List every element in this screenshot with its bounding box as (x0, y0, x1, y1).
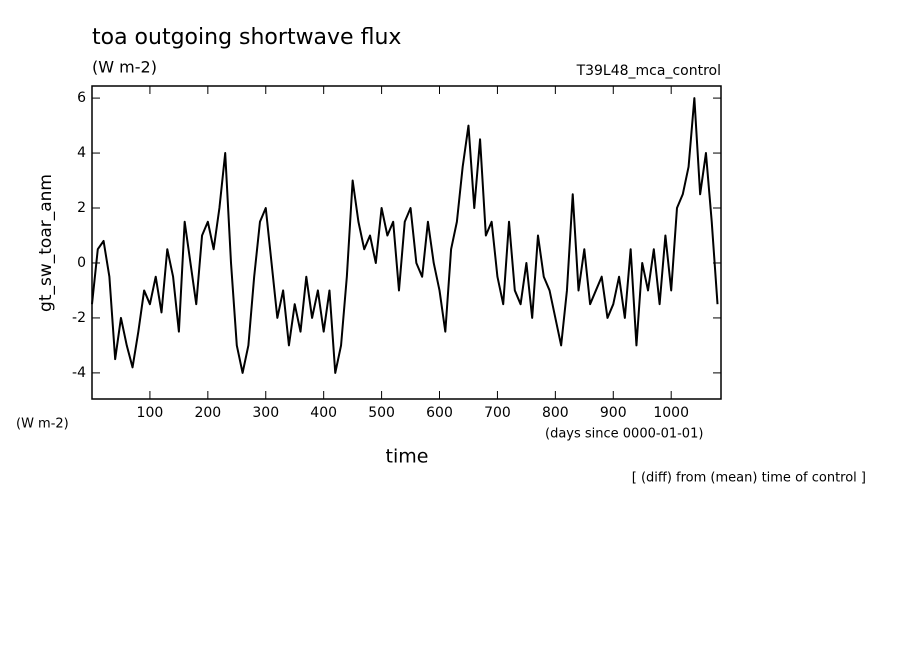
unit-label: (W m-2) (16, 417, 69, 432)
y-tick-label: 0 (77, 255, 86, 271)
x-tick-label: 100 (137, 405, 164, 421)
y-tick-label: 6 (77, 90, 86, 106)
x-axis-label: time (386, 446, 429, 468)
x-tick-label: 800 (542, 405, 569, 421)
data-line (91, 97, 719, 374)
unit-label: (W m-2) (92, 58, 157, 77)
y-tick-label: 2 (77, 200, 86, 216)
chart-title: toa outgoing shortwave flux (92, 25, 401, 50)
y-axis-label: gt_sw_toar_anm (36, 174, 56, 312)
x-tick-label: 900 (600, 405, 627, 421)
x-tick-label: 700 (484, 405, 511, 421)
run-label: T39L48_mca_control (576, 63, 721, 79)
y-tick-label: 4 (77, 145, 86, 161)
x-tick-label: 300 (252, 405, 279, 421)
plot-frame (91, 85, 722, 400)
x-tick-label: 500 (368, 405, 395, 421)
x-tick-label: 1000 (653, 405, 689, 421)
x-tick-label: 600 (426, 405, 453, 421)
y-tick-label: -4 (72, 365, 86, 381)
x-tick-label: 400 (310, 405, 337, 421)
note: [ (diff) from (mean) time of control ] (632, 471, 866, 486)
x-unit-label: (days since 0000-01-01) (545, 427, 703, 442)
y-tick-label: -2 (72, 310, 86, 326)
x-tick-label: 200 (194, 405, 221, 421)
